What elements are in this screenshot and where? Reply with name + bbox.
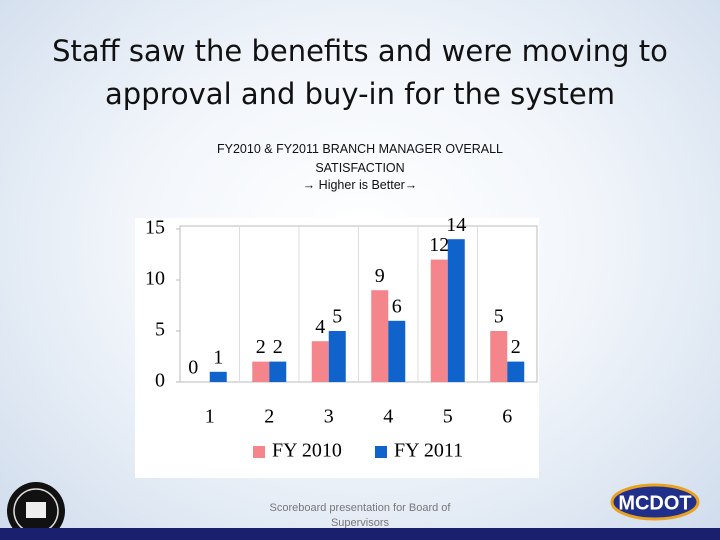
bar [311, 341, 329, 382]
bar [490, 331, 508, 382]
y-tick-label: 0 [155, 370, 165, 392]
chart-subtitle: → Higher is Better→ [302, 178, 418, 192]
value-label: 2 [511, 336, 521, 358]
x-tick-label: 5 [443, 406, 453, 428]
value-label: 9 [375, 265, 385, 287]
bar [269, 361, 287, 382]
y-tick-label: 5 [155, 319, 165, 341]
footer: Scoreboard presentation for Board of Sup… [269, 502, 451, 529]
x-tick-label: 1 [205, 406, 215, 428]
value-label: 4 [315, 316, 325, 338]
value-label: 2 [256, 336, 266, 358]
x-tick-label: 4 [383, 406, 393, 428]
legend-label: FY 2011 [394, 440, 463, 462]
value-label: 5 [332, 306, 342, 328]
legend-swatch [253, 446, 265, 458]
value-label: 1 [213, 346, 223, 368]
logo-text: MCDOT [618, 492, 691, 514]
bar [328, 331, 346, 382]
logo-oval [610, 483, 700, 521]
legend-label: FY 2010 [272, 440, 342, 462]
chart-title: FY2010 & FY2011 BRANCH MANAGER OVERALL S… [217, 142, 503, 175]
y-tick-label: 15 [145, 217, 165, 239]
x-tick-label: 3 [324, 406, 334, 428]
bar [447, 239, 465, 382]
value-label: 12 [429, 234, 449, 256]
bar [252, 361, 270, 382]
bottom-strip [0, 528, 720, 540]
y-tick-label: 10 [145, 268, 165, 290]
slide-title: Staff saw the benefits and were moving t… [52, 34, 668, 111]
bar [430, 259, 448, 382]
bar [507, 361, 525, 382]
legend-swatch [375, 446, 387, 458]
x-tick-label: 6 [502, 406, 512, 428]
bar [209, 371, 227, 382]
value-label: 0 [188, 357, 198, 379]
value-label: 14 [446, 214, 466, 236]
value-label: 2 [273, 336, 283, 358]
logo-seal-emblem [26, 502, 46, 518]
x-tick-label: 2 [264, 406, 274, 428]
value-label: 5 [494, 306, 504, 328]
bar [371, 290, 389, 382]
value-label: 6 [392, 295, 402, 317]
bar [388, 320, 406, 382]
